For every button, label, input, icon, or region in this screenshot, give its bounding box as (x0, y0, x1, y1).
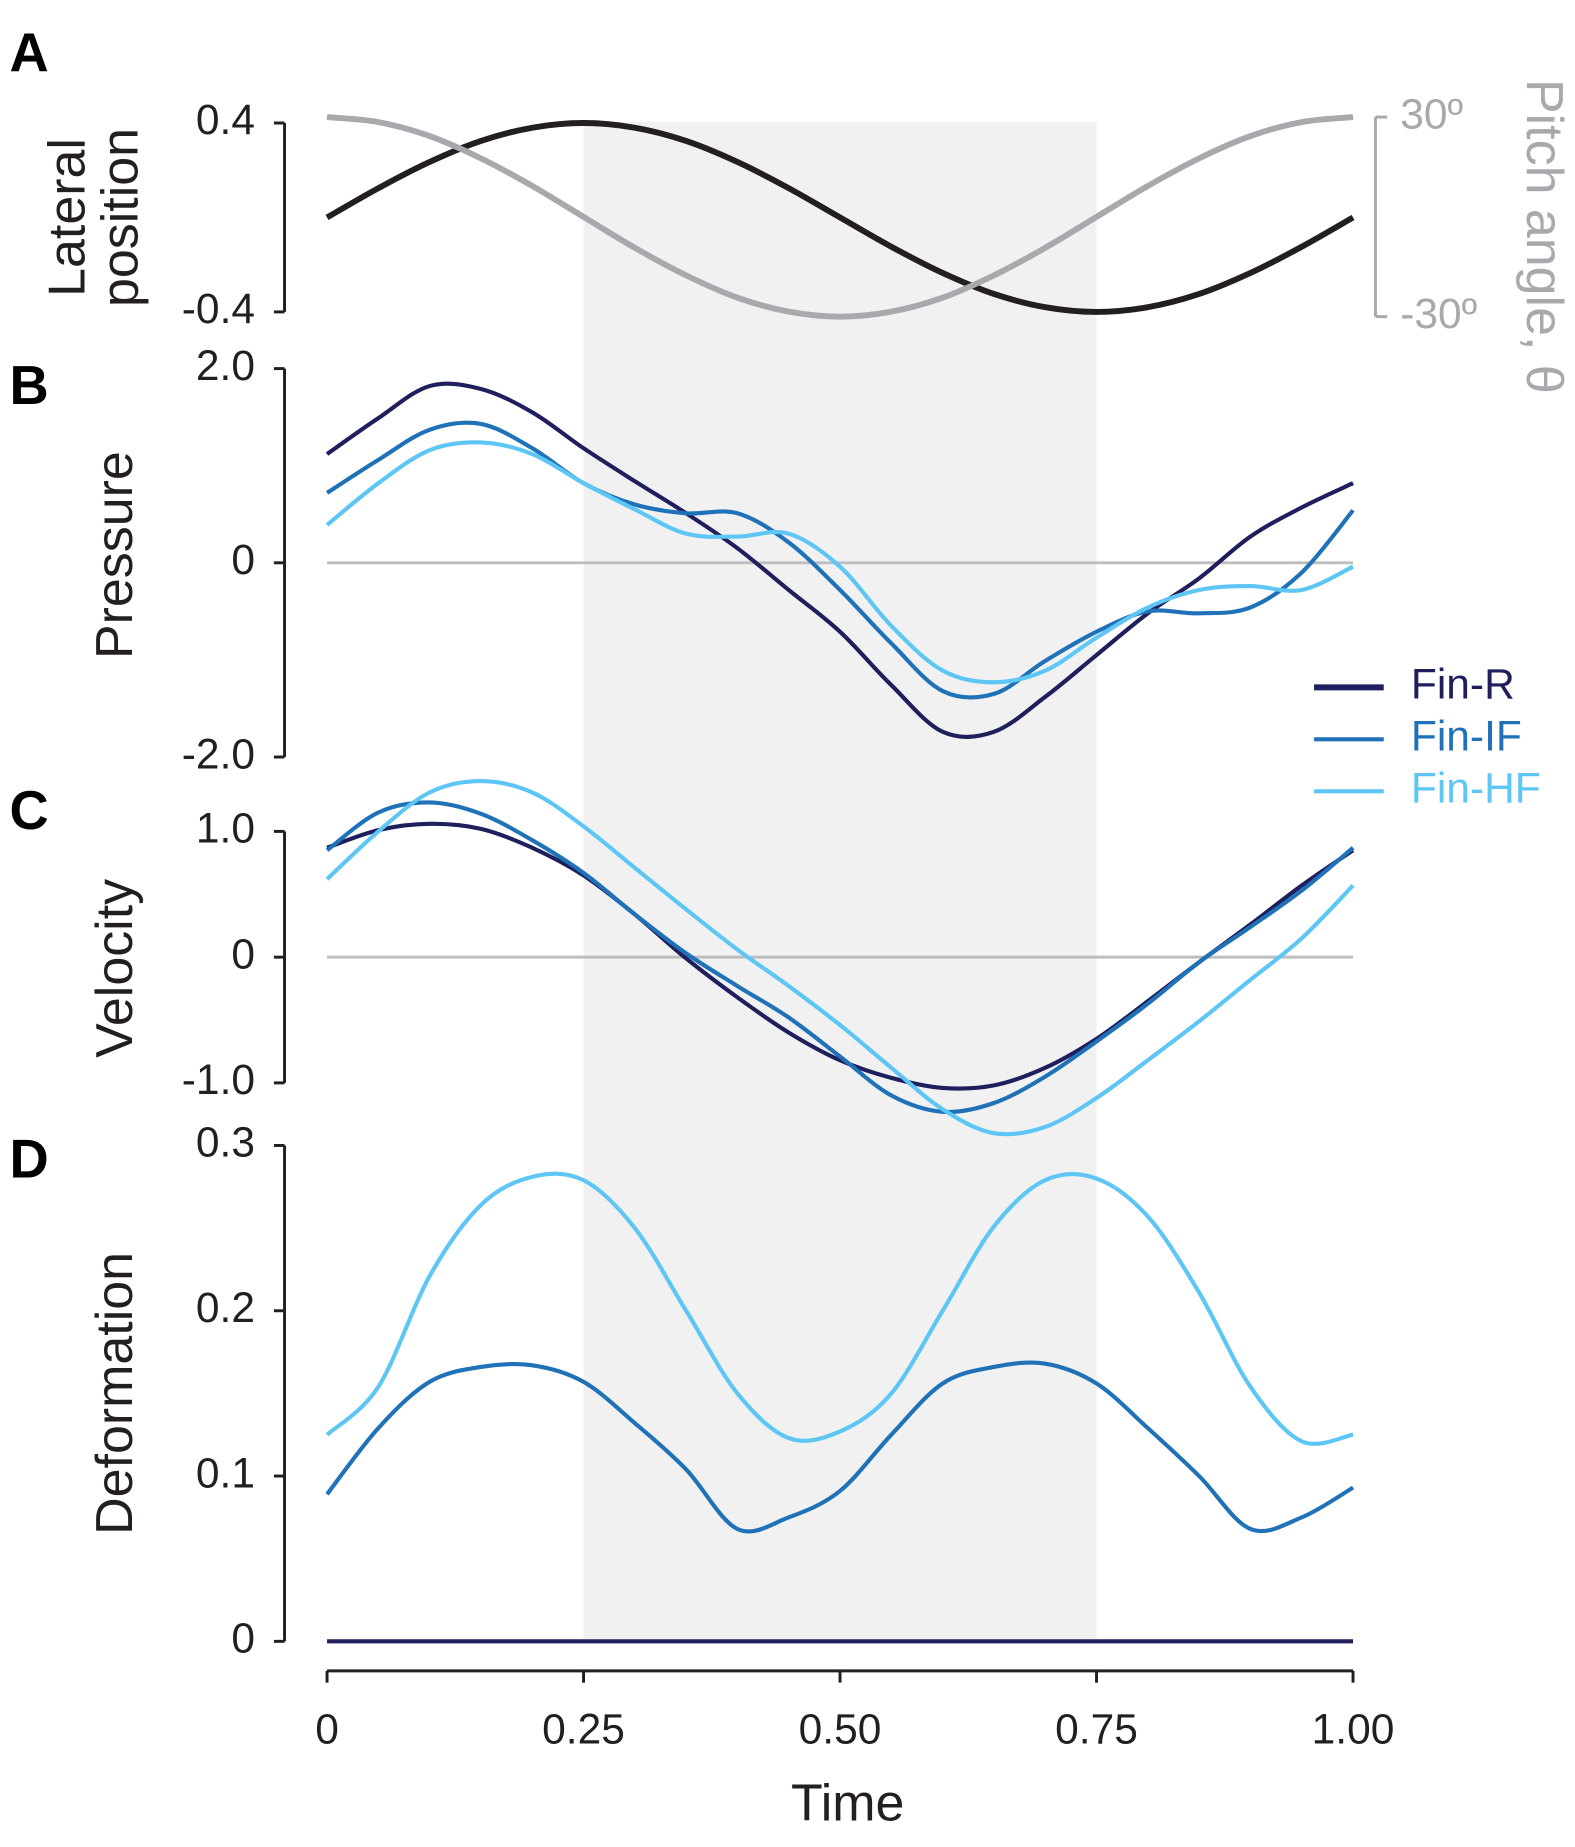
y2-tick-label: 30º (1400, 91, 1463, 138)
x-tick-label: 0.25 (542, 1706, 625, 1753)
x-tick-label: 0 (315, 1706, 339, 1753)
y-tick-label: 0 (231, 1616, 255, 1663)
panel-letter: A (9, 22, 48, 83)
x-tick-label: 0.50 (799, 1706, 882, 1753)
y-tick-label: -1.0 (182, 1057, 255, 1104)
legend-label: Fin-HF (1411, 766, 1541, 813)
y-axis-label: position (92, 128, 150, 307)
y2-axis-label: Pitch angle, θ (1515, 79, 1573, 394)
panel-letter: B (9, 355, 48, 416)
series-line (326, 114, 1354, 320)
series-line (325, 420, 1355, 700)
y-axis-label: Deformation (86, 1252, 144, 1535)
legend-label: Fin-R (1411, 662, 1515, 709)
legend-label: Fin-IF (1411, 714, 1522, 761)
y-axis-label: Pressure (86, 451, 144, 659)
y-tick-label: 0.1 (196, 1450, 255, 1497)
x-tick-label: 1.00 (1312, 1706, 1395, 1753)
y-tick-label: 2.0 (196, 343, 255, 390)
series-line (325, 1171, 1354, 1446)
y2-tick-label: -30º (1400, 291, 1477, 338)
y-axis-label: Velocity (86, 879, 144, 1058)
y-axis-label: Lateral (39, 138, 97, 297)
y-tick-label: 0 (231, 931, 255, 978)
x-axis-label: Time (791, 1774, 905, 1832)
y-tick-label: 1.0 (196, 806, 255, 853)
series-line (325, 800, 1355, 1115)
series-line (325, 440, 1354, 685)
panel-letter: D (9, 1129, 48, 1190)
series-line (325, 381, 1354, 739)
x-tick-label: 0.75 (1055, 1706, 1138, 1753)
y-tick-label: 0.3 (196, 1120, 255, 1167)
y-tick-label: -2.0 (182, 731, 255, 778)
series-line (325, 779, 1355, 1137)
y-tick-label: -0.4 (182, 286, 255, 333)
series-line (325, 120, 1355, 315)
highlight-span (583, 121, 1097, 1642)
y-tick-label: 0.4 (196, 97, 255, 144)
panel-letter: C (9, 780, 48, 841)
y-tick-label: 0 (231, 537, 255, 584)
series-line (325, 1360, 1355, 1534)
background-layer (583, 121, 1097, 1642)
y-tick-label: 0.2 (196, 1285, 255, 1332)
